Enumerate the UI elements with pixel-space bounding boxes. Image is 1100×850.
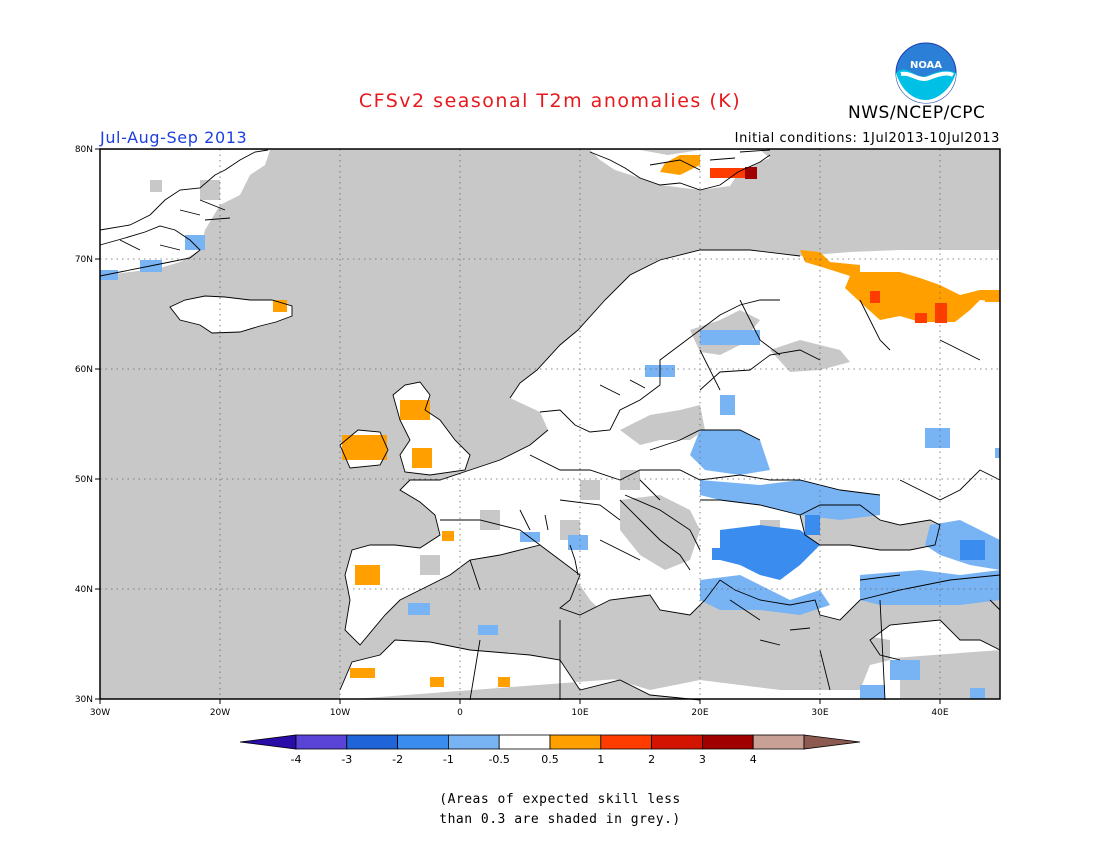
lat-tick-label: 40N	[75, 585, 93, 595]
footnote-line-1: (Areas of expected skill less	[10, 792, 1100, 807]
lon-tick-label: 0	[457, 708, 463, 718]
legend-swatch	[347, 735, 398, 749]
lon-tick-label: 30E	[811, 708, 828, 718]
legend-tick-label: -0.5	[488, 753, 509, 766]
legend-tick-label: -4	[291, 753, 302, 766]
legend-swatch	[398, 735, 449, 749]
legend-swatch	[753, 735, 804, 749]
legend-tick-label: 2	[648, 753, 655, 766]
legend-tick-label: -1	[443, 753, 454, 766]
legend-tick-label: 3	[699, 753, 706, 766]
lon-tick-label: 10E	[571, 708, 588, 718]
legend-arrow-high	[804, 735, 860, 749]
legend-arrow-low	[240, 735, 296, 749]
legend-swatch	[499, 735, 550, 749]
lon-tick-label: 10W	[330, 708, 350, 718]
colorbar-legend: -4 -3 -2 -1 -0.5 0.5 1 2 3 4	[0, 725, 1100, 775]
legend-swatch	[550, 735, 601, 749]
lat-tick-label: 60N	[75, 365, 93, 375]
lon-tick-label: 20W	[210, 708, 230, 718]
legend-tick-label: 4	[750, 753, 757, 766]
legend-swatch	[601, 735, 652, 749]
lat-tick-label: 80N	[75, 145, 93, 155]
latitude-axis: 30N 40N 50N 60N 70N 80N	[75, 145, 100, 705]
lat-tick-label: 70N	[75, 255, 93, 265]
legend-tick-label: -2	[392, 753, 403, 766]
longitude-axis: 30W 20W 10W 0 10E 20E 30E 40E	[90, 699, 949, 718]
lat-tick-label: 50N	[75, 475, 93, 485]
lon-tick-label: 40E	[931, 708, 948, 718]
legend-tick-label: 0.5	[541, 753, 559, 766]
legend-swatch	[296, 735, 347, 749]
footnote-line-2: than 0.3 are shaded in grey.)	[10, 812, 1100, 827]
legend-tick-label: 1	[597, 753, 604, 766]
legend-swatch	[448, 735, 499, 749]
legend-swatch	[702, 735, 753, 749]
legend-swatch	[652, 735, 703, 749]
anomaly-map: 30W 20W 10W 0 10E 20E 30E 40E 30N 40N 50N 60N 70N 80…	[0, 0, 1100, 760]
lon-tick-label: 20E	[691, 708, 708, 718]
lat-tick-label: 30N	[75, 695, 93, 705]
lon-tick-label: 30W	[90, 708, 110, 718]
legend-tick-label: -3	[341, 753, 352, 766]
